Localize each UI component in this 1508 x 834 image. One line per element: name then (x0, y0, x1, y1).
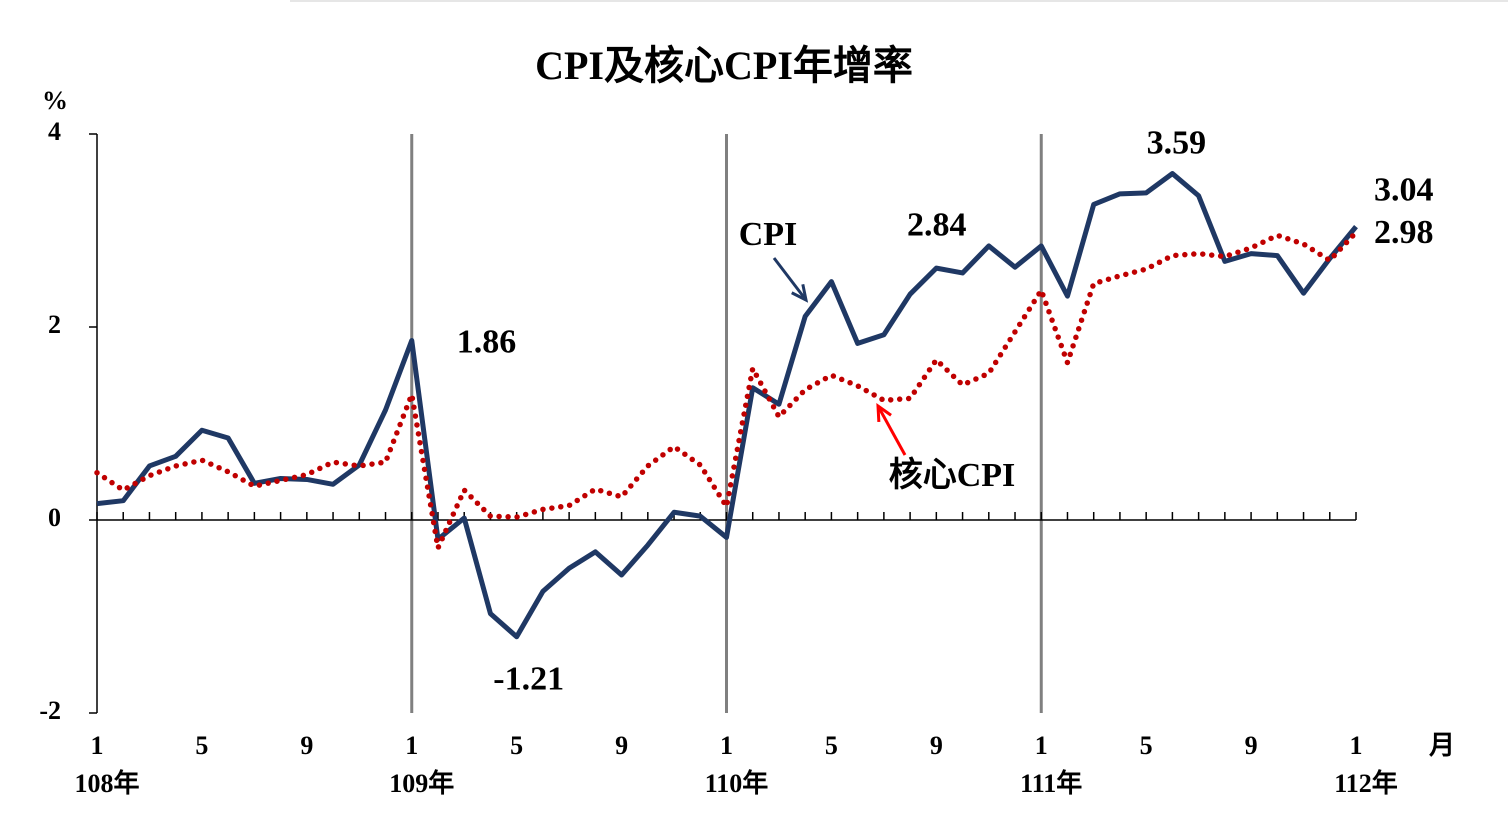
year-label: 112年 (1334, 768, 1398, 798)
y-unit: % (42, 86, 68, 115)
chart-title: CPI及核心CPI年增率 (535, 43, 913, 88)
x-tick-label: 5 (1140, 731, 1153, 760)
x-tick-label: 1 (1350, 731, 1363, 760)
year-label: 110年 (705, 768, 769, 798)
cpi-line (96, 171, 1358, 640)
cpi-arrow (772, 257, 808, 301)
x-tick-label: 1 (720, 731, 733, 760)
y-tick-label: -2 (39, 696, 61, 725)
y-tick-label: 0 (48, 503, 61, 532)
x-tick-label: 1 (1035, 731, 1048, 760)
value-label: 2.84 (907, 207, 967, 244)
x-tick-label: 9 (1245, 731, 1258, 760)
x-tick-label: 1 (405, 731, 418, 760)
x-tick-label: 5 (195, 731, 208, 760)
cpi-arrow-head (791, 284, 809, 303)
year-label: 108年 (74, 768, 139, 798)
value-label: -1.21 (493, 661, 564, 698)
year-label: 109年 (389, 768, 454, 798)
x-tick-label: 1 (91, 731, 104, 760)
x-tick-label: 5 (825, 731, 838, 760)
y-tick-label: 4 (48, 117, 61, 146)
x-tick-label: 5 (510, 731, 523, 760)
value-label: 3.59 (1147, 124, 1207, 161)
y-tick-label: 2 (48, 310, 61, 339)
value-label: 1.86 (457, 323, 517, 360)
series-name: CPI (739, 216, 798, 253)
x-tick-label: 9 (930, 731, 943, 760)
year-label: 111年 (1020, 768, 1082, 798)
value-label: 3.04 (1374, 171, 1434, 208)
x-tick-label: 9 (615, 731, 628, 760)
core-cpi-arrow-head (876, 402, 892, 423)
x-tick-label: 9 (300, 731, 313, 760)
value-label: 2.98 (1374, 214, 1434, 251)
series-name: 核心CPI (889, 456, 1016, 494)
x-unit: 月 (1428, 731, 1455, 760)
core-cpi-arrow (876, 405, 907, 456)
